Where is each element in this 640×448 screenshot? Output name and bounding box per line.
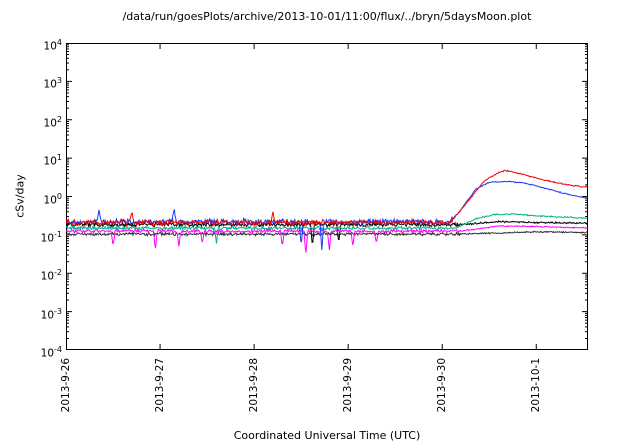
y-tick-label: 103: [14, 74, 62, 91]
y-tick-exponent: 3: [56, 76, 62, 85]
y-tick-base: 10: [43, 117, 57, 130]
y-tick-label: 102: [14, 113, 62, 130]
series-line-red: [66, 169, 588, 228]
y-tick-label: 100: [14, 190, 62, 207]
series-line-magenta: [66, 224, 588, 253]
y-tick-exponent: -2: [54, 268, 62, 277]
y-tick-base: 10: [43, 78, 57, 91]
x-tick-label: 2013-9-28: [248, 358, 260, 413]
series-line-black: [66, 219, 588, 243]
y-tick-exponent: 1: [56, 153, 62, 162]
x-tick-label: 2013-9-27: [154, 358, 166, 413]
y-tick-label: 10-1: [14, 228, 62, 245]
plot-area: [66, 43, 588, 350]
plot-title: /data/run/goesPlots/archive/2013-10-01/1…: [122, 10, 532, 23]
y-tick-base: 10: [43, 194, 57, 207]
y-tick-label: 101: [14, 151, 62, 168]
plot-border: [66, 43, 588, 350]
y-tick-label: 10-4: [14, 343, 62, 360]
y-tick-label: 10-3: [14, 305, 62, 322]
y-tick-label: 104: [14, 36, 62, 53]
y-tick-base: 10: [40, 347, 55, 360]
y-tick-exponent: -3: [54, 307, 62, 316]
y-tick-exponent: -4: [54, 345, 62, 354]
series-line-teal: [66, 213, 588, 244]
y-tick-exponent: 0: [56, 192, 62, 201]
x-tick-label: 2013-9-29: [342, 358, 354, 413]
x-tick-label: 2013-9-26: [60, 358, 72, 413]
x-tick-label: 2013-9-30: [436, 358, 448, 413]
y-tick-exponent: 2: [56, 115, 62, 124]
series-line-dark-gray: [66, 230, 588, 238]
y-tick-base: 10: [40, 232, 55, 245]
plot-svg: [66, 43, 588, 350]
y-tick-label: 10-2: [14, 266, 62, 283]
y-tick-base: 10: [40, 270, 55, 283]
x-tick-label: 2013-10-1: [530, 358, 542, 413]
y-tick-exponent: 4: [56, 38, 62, 47]
x-axis-label: Coordinated Universal Time (UTC): [233, 429, 421, 442]
y-tick-base: 10: [43, 40, 57, 53]
y-tick-base: 10: [43, 155, 57, 168]
y-tick-base: 10: [40, 309, 55, 322]
y-tick-exponent: -1: [54, 230, 62, 239]
series-line-blue: [66, 180, 588, 251]
